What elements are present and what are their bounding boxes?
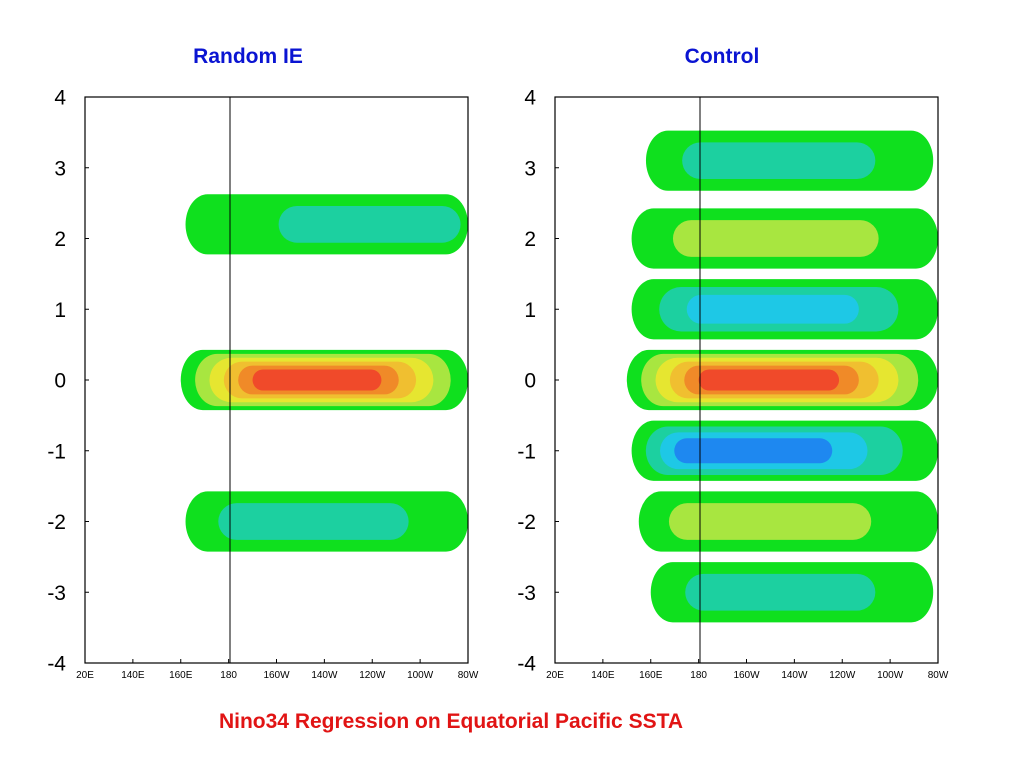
figure-caption: Nino34 Regression on Equatorial Pacific …: [219, 710, 683, 733]
contour-level: [252, 369, 382, 391]
contour-fills-random-ie: [180, 194, 468, 552]
contour-band: [631, 208, 938, 269]
y-tick-label: 1: [54, 299, 66, 322]
y-tick-label: -3: [47, 582, 66, 605]
x-tick-label: 160E: [169, 670, 193, 681]
y-tick-label: -2: [517, 511, 536, 534]
x-axis-ticks: 20E 140E 160E 180 160W 140W 120W 100W 80W: [546, 659, 949, 681]
contour-level: [674, 438, 833, 464]
x-tick-label: 100W: [877, 670, 904, 681]
x-tick-label: 140W: [781, 670, 808, 681]
y-tick-label: 2: [524, 228, 536, 251]
x-tick-label: 140W: [311, 670, 338, 681]
y-tick-label: 2: [54, 228, 66, 251]
x-axis-ticks: 20E 140E 160E 180 160W 140W 120W 100W 80W: [76, 659, 479, 681]
x-tick-label: 120W: [829, 670, 856, 681]
panel-title-control: Control: [685, 45, 760, 68]
y-tick-label: 3: [54, 157, 66, 180]
contour-band: [650, 562, 934, 623]
contour-band: [626, 349, 938, 411]
y-tick-label: -2: [47, 511, 66, 534]
y-axis-ticks: 4 3 2 1 0 -1 -2 -3 -4: [517, 87, 559, 676]
contour-band: [180, 349, 468, 411]
y-tick-label: -4: [517, 653, 536, 676]
x-tick-label: 180: [690, 670, 707, 681]
contour-band: [631, 279, 938, 340]
y-tick-label: -1: [517, 440, 536, 463]
y-tick-label: -3: [517, 582, 536, 605]
x-tick-label: 120W: [359, 670, 386, 681]
x-tick-label: 80W: [928, 670, 949, 681]
contour-level: [682, 142, 876, 180]
contour-level: [698, 369, 840, 391]
x-tick-label: 20E: [546, 670, 564, 681]
x-tick-label: 140E: [591, 670, 615, 681]
contour-level: [668, 503, 872, 540]
contour-band: [185, 194, 468, 255]
panel-title-random-ie: Random IE: [193, 45, 303, 68]
x-tick-label: 100W: [407, 670, 434, 681]
contour-level: [686, 294, 859, 324]
y-tick-label: -4: [47, 653, 66, 676]
y-tick-label: 4: [54, 87, 66, 110]
x-tick-label: 180: [220, 670, 237, 681]
x-tick-label: 140E: [121, 670, 145, 681]
x-tick-label: 80W: [458, 670, 479, 681]
x-tick-label: 160E: [639, 670, 663, 681]
y-tick-label: 1: [524, 299, 536, 322]
y-axis-ticks: 4 3 2 1 0 -1 -2 -3 -4: [47, 87, 89, 676]
y-tick-label: 0: [524, 370, 536, 393]
y-tick-label: 0: [54, 370, 66, 393]
x-tick-label: 20E: [76, 670, 94, 681]
panel-control: Control 4 3 2 1 0 -1 -2 -3 -4 20E 140E 160E 180 160W…: [517, 45, 949, 681]
contour-fills-control: [626, 130, 938, 623]
y-tick-label: 3: [524, 157, 536, 180]
contour-band: [631, 420, 938, 481]
contour-level: [685, 573, 876, 611]
contour-band: [638, 491, 938, 552]
x-tick-label: 160W: [733, 670, 760, 681]
y-tick-label: 4: [524, 87, 536, 110]
x-tick-label: 160W: [263, 670, 290, 681]
y-tick-label: -1: [47, 440, 66, 463]
panel-random-ie: Random IE 4 3 2 1 0 -1 -2 -3 -4 20E 140E 160E 180 16…: [47, 45, 479, 681]
contour-level: [218, 503, 409, 540]
contour-band: [185, 491, 468, 552]
contour-level: [672, 220, 879, 257]
contour-band: [645, 130, 934, 191]
contour-level: [278, 206, 461, 243]
